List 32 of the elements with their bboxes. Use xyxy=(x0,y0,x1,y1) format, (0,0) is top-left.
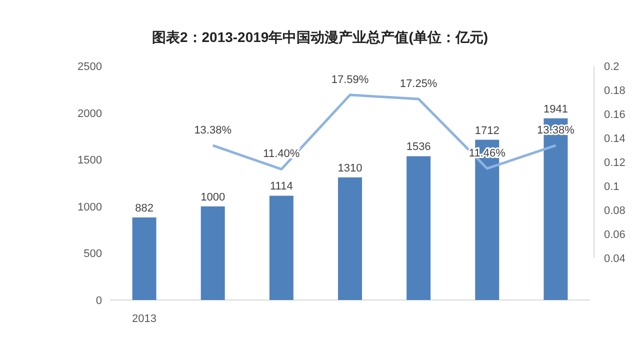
y-tick-label: 0 xyxy=(96,295,102,307)
bar xyxy=(406,156,431,300)
y2-tick-label: 0.08 xyxy=(604,205,626,217)
y2-tick-label: 0.12 xyxy=(604,157,626,169)
bar xyxy=(200,206,225,300)
data-label: 13.38% xyxy=(194,124,232,136)
y2-tick-label: 0.16 xyxy=(604,109,626,121)
y2-tick-label: 0.1 xyxy=(604,181,620,193)
data-label: 1310 xyxy=(338,162,362,174)
y2-tick-label: 0.04 xyxy=(604,253,626,265)
y2-tick-label: 0.18 xyxy=(604,85,626,97)
bar xyxy=(132,217,156,300)
y-tick-label: 1000 xyxy=(78,201,102,214)
data-label: 1000 xyxy=(200,191,226,204)
data-label: 1712 xyxy=(474,124,500,137)
data-label: 882 xyxy=(135,202,154,214)
y-tick-label: 500 xyxy=(84,248,102,260)
y-tick-label: 2500 xyxy=(78,61,102,73)
x-tick-label: 2013 xyxy=(132,313,157,325)
bar xyxy=(338,177,362,300)
chart-title: 图表2：2013-2019年中国动漫产业总产值(单位：亿元) xyxy=(152,29,488,45)
y-tick-label: 1500 xyxy=(78,154,102,167)
y-tick-label: 2000 xyxy=(78,108,102,120)
bar xyxy=(269,196,294,300)
data-label: 1536 xyxy=(406,141,431,154)
data-label: 1941 xyxy=(543,103,568,116)
y2-tick-label: 0.14 xyxy=(604,133,626,145)
data-label: 17.25% xyxy=(400,78,438,90)
data-label: 17.59% xyxy=(331,74,369,86)
y2-tick-label: 0.06 xyxy=(604,229,626,241)
y2-tick-label: 0.2 xyxy=(604,61,620,73)
data-label: 1114 xyxy=(270,180,293,193)
